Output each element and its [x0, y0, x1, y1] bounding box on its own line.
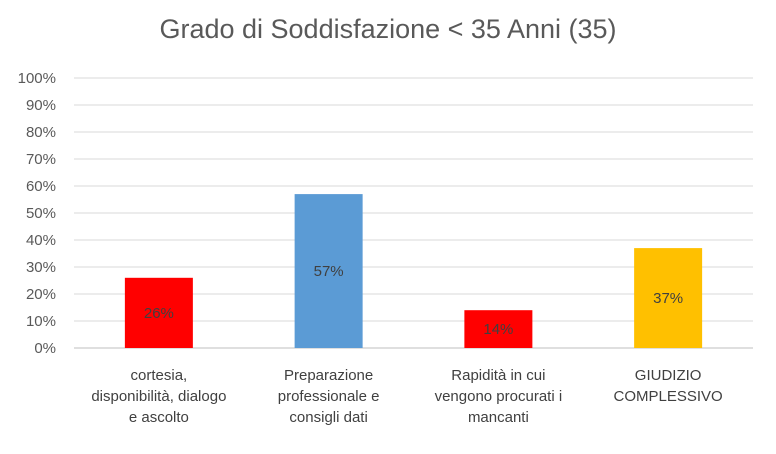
y-tick-label: 30%	[26, 259, 56, 276]
y-tick-label: 70%	[26, 151, 56, 168]
data-label: 14%	[483, 321, 513, 338]
y-tick-label: 60%	[26, 178, 56, 195]
category-label: consigli dati	[289, 409, 367, 426]
y-tick-label: 40%	[26, 232, 56, 249]
data-label: 26%	[144, 305, 174, 322]
category-label: disponibilità, dialogo	[91, 388, 226, 405]
y-tick-label: 80%	[26, 124, 56, 141]
bar	[634, 248, 703, 348]
category-label: Preparazione	[284, 367, 373, 384]
y-tick-label: 50%	[26, 205, 56, 222]
category-label: cortesia,	[131, 367, 188, 384]
category-label: GIUDIZIO	[635, 367, 702, 384]
data-label: 57%	[314, 263, 344, 280]
bar	[294, 194, 363, 348]
y-tick-label: 100%	[18, 70, 56, 87]
category-label: mancanti	[468, 409, 529, 426]
category-label: COMPLESSIVO	[614, 388, 723, 405]
data-label: 37%	[653, 290, 683, 307]
y-tick-label: 20%	[26, 286, 56, 303]
bar	[464, 310, 533, 348]
y-tick-label: 90%	[26, 97, 56, 114]
category-label: e ascolto	[129, 409, 189, 426]
category-label: Rapidità in cui	[451, 367, 545, 384]
y-tick-label: 0%	[34, 340, 56, 357]
category-label: vengono procurati i	[435, 388, 563, 405]
chart-title: Grado di Soddisfazione < 35 Anni (35)	[159, 14, 617, 44]
category-label: professionale e	[278, 388, 380, 405]
y-tick-label: 10%	[26, 313, 56, 330]
bar	[124, 277, 193, 348]
